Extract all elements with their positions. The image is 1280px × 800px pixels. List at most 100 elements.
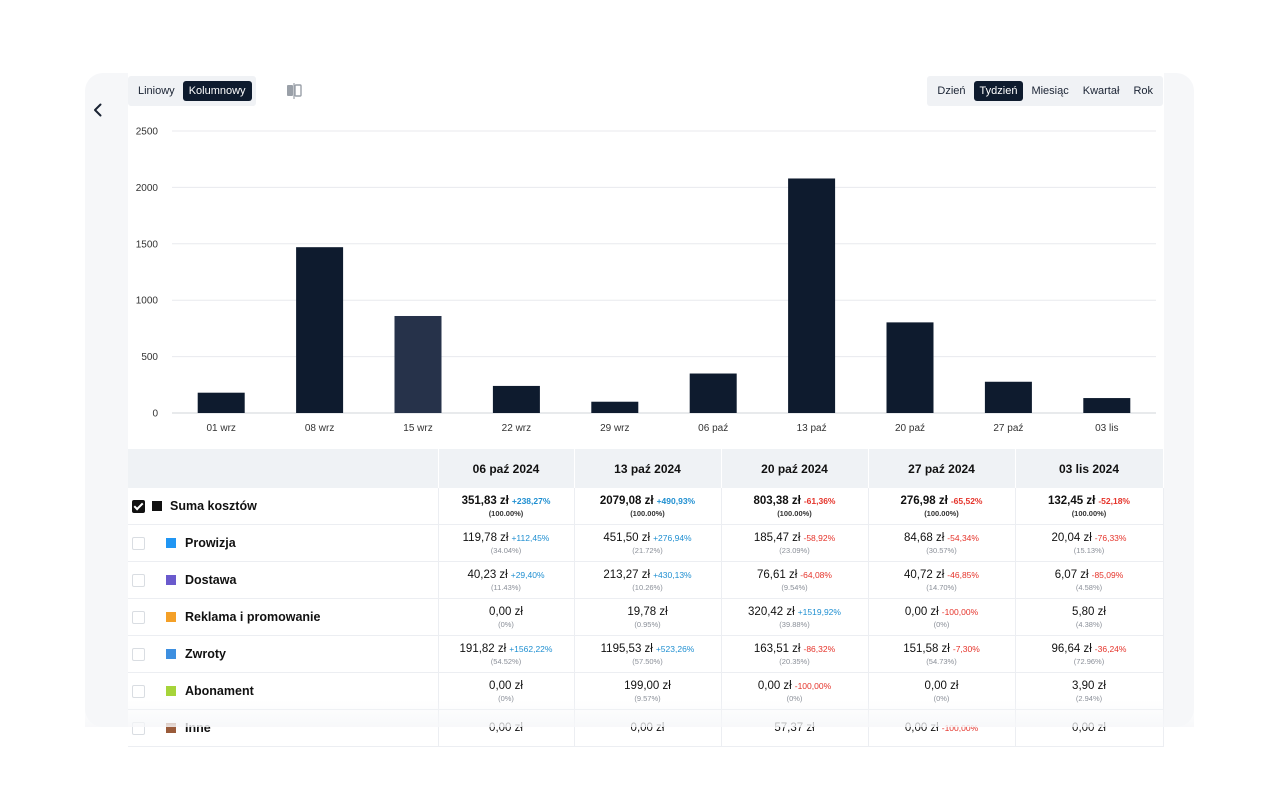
legend-swatch	[166, 538, 176, 548]
y-tick-label: 1500	[136, 239, 159, 250]
column-header[interactable]: 27 paź 2024	[868, 449, 1016, 488]
bar[interactable]	[1083, 398, 1131, 413]
period-year[interactable]: Rok	[1133, 85, 1153, 97]
column-header[interactable]: 13 paź 2024	[574, 449, 722, 488]
value-cell: 119,78 zł +112,45% (34.04%)	[438, 524, 575, 562]
cell-change: +276,94%	[653, 532, 692, 543]
column-header[interactable]: 20 paź 2024	[721, 449, 869, 488]
cell-value: 0,00 zł	[924, 679, 959, 692]
bar[interactable]	[296, 247, 344, 413]
x-tick-label: 01 wrz	[206, 423, 235, 434]
cell-value: 185,47 zł	[753, 531, 801, 544]
cell-value: 351,83 zł	[461, 494, 509, 507]
legend-swatch	[166, 723, 176, 733]
bar[interactable]	[984, 381, 1032, 413]
row-checkbox[interactable]	[132, 573, 145, 587]
row-checkbox[interactable]	[132, 499, 145, 513]
value-line: 84,68 zł -54,34%	[869, 531, 1015, 545]
value-cell: 2079,08 zł +490,93% (100.00%)	[574, 488, 722, 525]
cell-change: -100,00%	[941, 606, 979, 617]
period-quarter[interactable]: Kwartał	[1082, 85, 1120, 97]
row-label: Abonament	[185, 684, 254, 698]
row-checkbox[interactable]	[132, 721, 145, 735]
back-button[interactable]	[85, 90, 111, 130]
x-tick-label: 22 wrz	[502, 423, 531, 434]
value-cell: 1195,53 zł +523,26% (57.50%)	[574, 635, 722, 673]
cell-share: (10.26%)	[632, 582, 663, 592]
column-header[interactable]: 03 lis 2024	[1015, 449, 1164, 488]
x-tick-label: 29 wrz	[600, 423, 629, 434]
cell-share: (9.57%)	[634, 693, 661, 703]
cell-share: (9.54%)	[781, 582, 808, 592]
value-cell: 276,98 zł -65,52% (100.00%)	[868, 488, 1016, 525]
period-week[interactable]: Tydzień	[973, 81, 1024, 101]
cell-change: -65,52%	[950, 495, 983, 506]
cell-change: -58,92%	[803, 532, 836, 543]
bar[interactable]	[788, 178, 836, 413]
row-checkbox[interactable]	[132, 647, 145, 661]
cell-value: 0,00 zł	[757, 679, 792, 692]
cell-share: (2.94%)	[1075, 693, 1103, 703]
row-checkbox[interactable]	[132, 536, 145, 550]
cell-change: +1519,92%	[797, 606, 841, 617]
cell-share: (0%)	[786, 693, 803, 703]
bar[interactable]	[492, 385, 540, 413]
value-cell: 213,27 zł +430,13% (10.26%)	[574, 561, 722, 599]
row-name-cell: Reklama i promowanie	[128, 598, 439, 636]
value-cell: 57,37 zł	[721, 709, 869, 747]
bar[interactable]	[689, 373, 737, 413]
row-label: Inne	[185, 721, 211, 735]
value-line: 803,38 zł -61,36%	[722, 494, 868, 508]
value-line: 3,90 zł	[1016, 679, 1163, 693]
period-month[interactable]: Miesiąc	[1031, 85, 1069, 97]
chart-type-bar[interactable]: Kolumnowy	[182, 81, 252, 101]
bar[interactable]	[886, 322, 934, 413]
value-cell: 5,80 zł (4.38%)	[1015, 598, 1164, 636]
value-cell: 0,00 zł -100,00%	[868, 709, 1016, 747]
cell-share: (20.35%)	[779, 656, 810, 666]
cell-value: 191,82 zł	[459, 642, 507, 655]
cell-share: (100.00%)	[488, 508, 524, 518]
row-checkbox[interactable]	[132, 610, 145, 624]
cell-change: -64,08%	[800, 569, 832, 580]
row-label: Reklama i promowanie	[185, 610, 321, 624]
cell-share: (30.57%)	[926, 545, 957, 555]
chart-type-line[interactable]: Liniowy	[138, 85, 175, 97]
bar[interactable]	[197, 392, 245, 413]
bar[interactable]	[591, 401, 639, 413]
cell-value: 84,68 zł	[904, 531, 945, 544]
cell-change: +430,13%	[653, 569, 692, 580]
value-line: 191,82 zł +1562,22%	[439, 642, 574, 656]
value-line: 0,00 zł	[439, 679, 574, 693]
compare-icon[interactable]	[286, 82, 302, 100]
value-line: 163,51 zł -86,32%	[722, 642, 868, 656]
cell-change: -85,09%	[1091, 569, 1124, 580]
cell-share: (4.38%)	[1075, 619, 1103, 629]
value-cell: 6,07 zł -85,09% (4.58%)	[1015, 561, 1164, 599]
cell-value: 119,78 zł	[462, 531, 509, 544]
bar[interactable]	[394, 315, 442, 413]
value-line: 199,00 zł	[575, 679, 721, 693]
row-name: Abonament	[128, 673, 438, 709]
cell-change: -100,00%	[941, 723, 979, 733]
cell-share: (100.00%)	[924, 508, 959, 518]
value-cell: 0,00 zł	[1015, 709, 1164, 747]
row-name: Suma kosztów	[128, 488, 438, 524]
value-line: 0,00 zł	[439, 605, 574, 619]
cell-value: 276,98 zł	[900, 494, 948, 507]
column-header[interactable]: 06 paź 2024	[438, 449, 575, 488]
value-line: 96,64 zł -36,24%	[1016, 642, 1163, 656]
cell-value: 6,07 zł	[1054, 568, 1089, 581]
row-checkbox[interactable]	[132, 684, 145, 698]
value-line: 132,45 zł -52,18%	[1016, 494, 1163, 508]
cell-value: 5,80 zł	[1072, 605, 1106, 618]
cell-share: (54.73%)	[926, 656, 957, 666]
cell-change: -7,30%	[952, 643, 980, 654]
period-day[interactable]: Dzień	[937, 85, 966, 97]
cell-share: (100.00%)	[630, 508, 665, 518]
value-cell: 191,82 zł +1562,22% (54.52%)	[438, 635, 575, 673]
cell-share: (34.04%)	[490, 545, 522, 555]
value-cell: 96,64 zł -36,24% (72.96%)	[1015, 635, 1164, 673]
value-line: 1195,53 zł +523,26%	[575, 642, 721, 656]
table-header-row: 06 paź 2024 13 paź 2024 20 paź 2024 27 p…	[128, 449, 1164, 488]
